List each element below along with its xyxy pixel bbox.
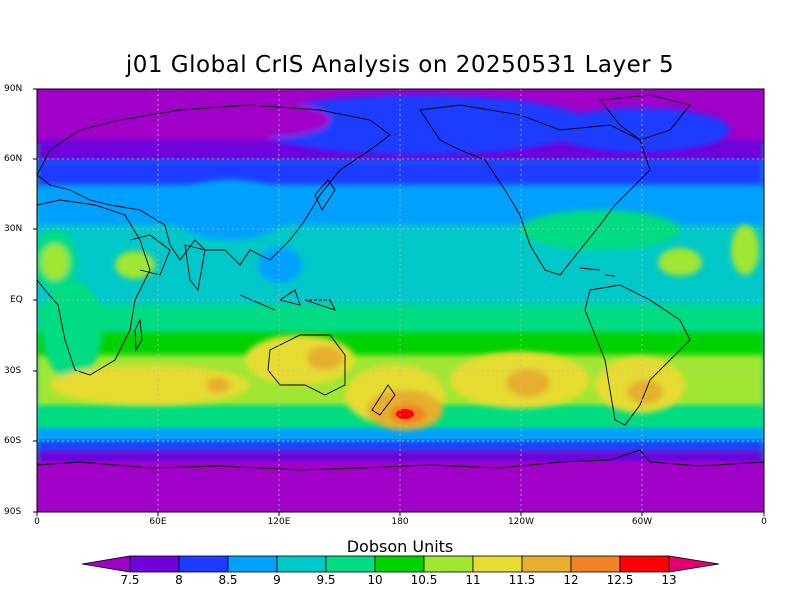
colorbar bbox=[81, 555, 720, 573]
lat-label: 60N bbox=[4, 154, 23, 164]
colorbar-swatch bbox=[129, 555, 180, 573]
lat-label: 90N bbox=[4, 84, 23, 94]
colorbar-right-arrow bbox=[668, 555, 720, 573]
lon-label: 120W bbox=[507, 517, 535, 527]
colorbar-title: Dobson Units bbox=[346, 537, 454, 556]
lon-label: 180 bbox=[391, 517, 409, 527]
colorbar-swatch bbox=[570, 555, 621, 573]
colorbar-label: 7.5 bbox=[120, 573, 140, 587]
colorbar-label: 11 bbox=[465, 573, 481, 587]
colorbar-label: 9 bbox=[273, 573, 281, 587]
colorbar-label: 8.5 bbox=[218, 573, 238, 587]
colorbar-swatch bbox=[276, 555, 327, 573]
colorbar-swatch bbox=[325, 555, 376, 573]
lat-label: 30N bbox=[4, 224, 23, 234]
axis-ticks bbox=[33, 88, 765, 516]
colorbar-swatch bbox=[178, 555, 229, 573]
colorbar-label: 8 bbox=[175, 573, 183, 587]
map-title: j01 Global CrIS Analysis on 20250531 Lay… bbox=[125, 52, 675, 78]
colorbar-label: 11.5 bbox=[508, 573, 536, 587]
lon-label: 0 bbox=[34, 517, 40, 527]
colorbar-label: 10.5 bbox=[410, 573, 438, 587]
lon-label: 60E bbox=[149, 517, 167, 527]
colorbar-label: 10 bbox=[367, 573, 383, 587]
colorbar-swatch bbox=[374, 555, 425, 573]
colorbar-swatch bbox=[619, 555, 670, 573]
colorbar-label: 12.5 bbox=[606, 573, 634, 587]
colorbar-label: 12 bbox=[563, 573, 579, 587]
lat-label: EQ bbox=[10, 295, 23, 305]
colorbar-swatch bbox=[423, 555, 474, 573]
lat-label: 60S bbox=[4, 436, 22, 446]
colorbar-label: 13 bbox=[661, 573, 677, 587]
lon-label: 60W bbox=[631, 517, 653, 527]
lon-label: 0 bbox=[761, 517, 767, 527]
lat-label: 90S bbox=[4, 507, 22, 517]
colorbar-label: 9.5 bbox=[316, 573, 336, 587]
lat-label: 30S bbox=[4, 366, 22, 376]
coastlines bbox=[37, 94, 764, 471]
ozone-field bbox=[37, 89, 764, 512]
colorbar-swatch bbox=[521, 555, 572, 573]
colorbar-left-arrow bbox=[81, 555, 131, 573]
lon-label: 120E bbox=[267, 517, 291, 527]
colorbar-swatch bbox=[227, 555, 278, 573]
colorbar-swatch bbox=[472, 555, 523, 573]
gridlines bbox=[37, 89, 764, 512]
